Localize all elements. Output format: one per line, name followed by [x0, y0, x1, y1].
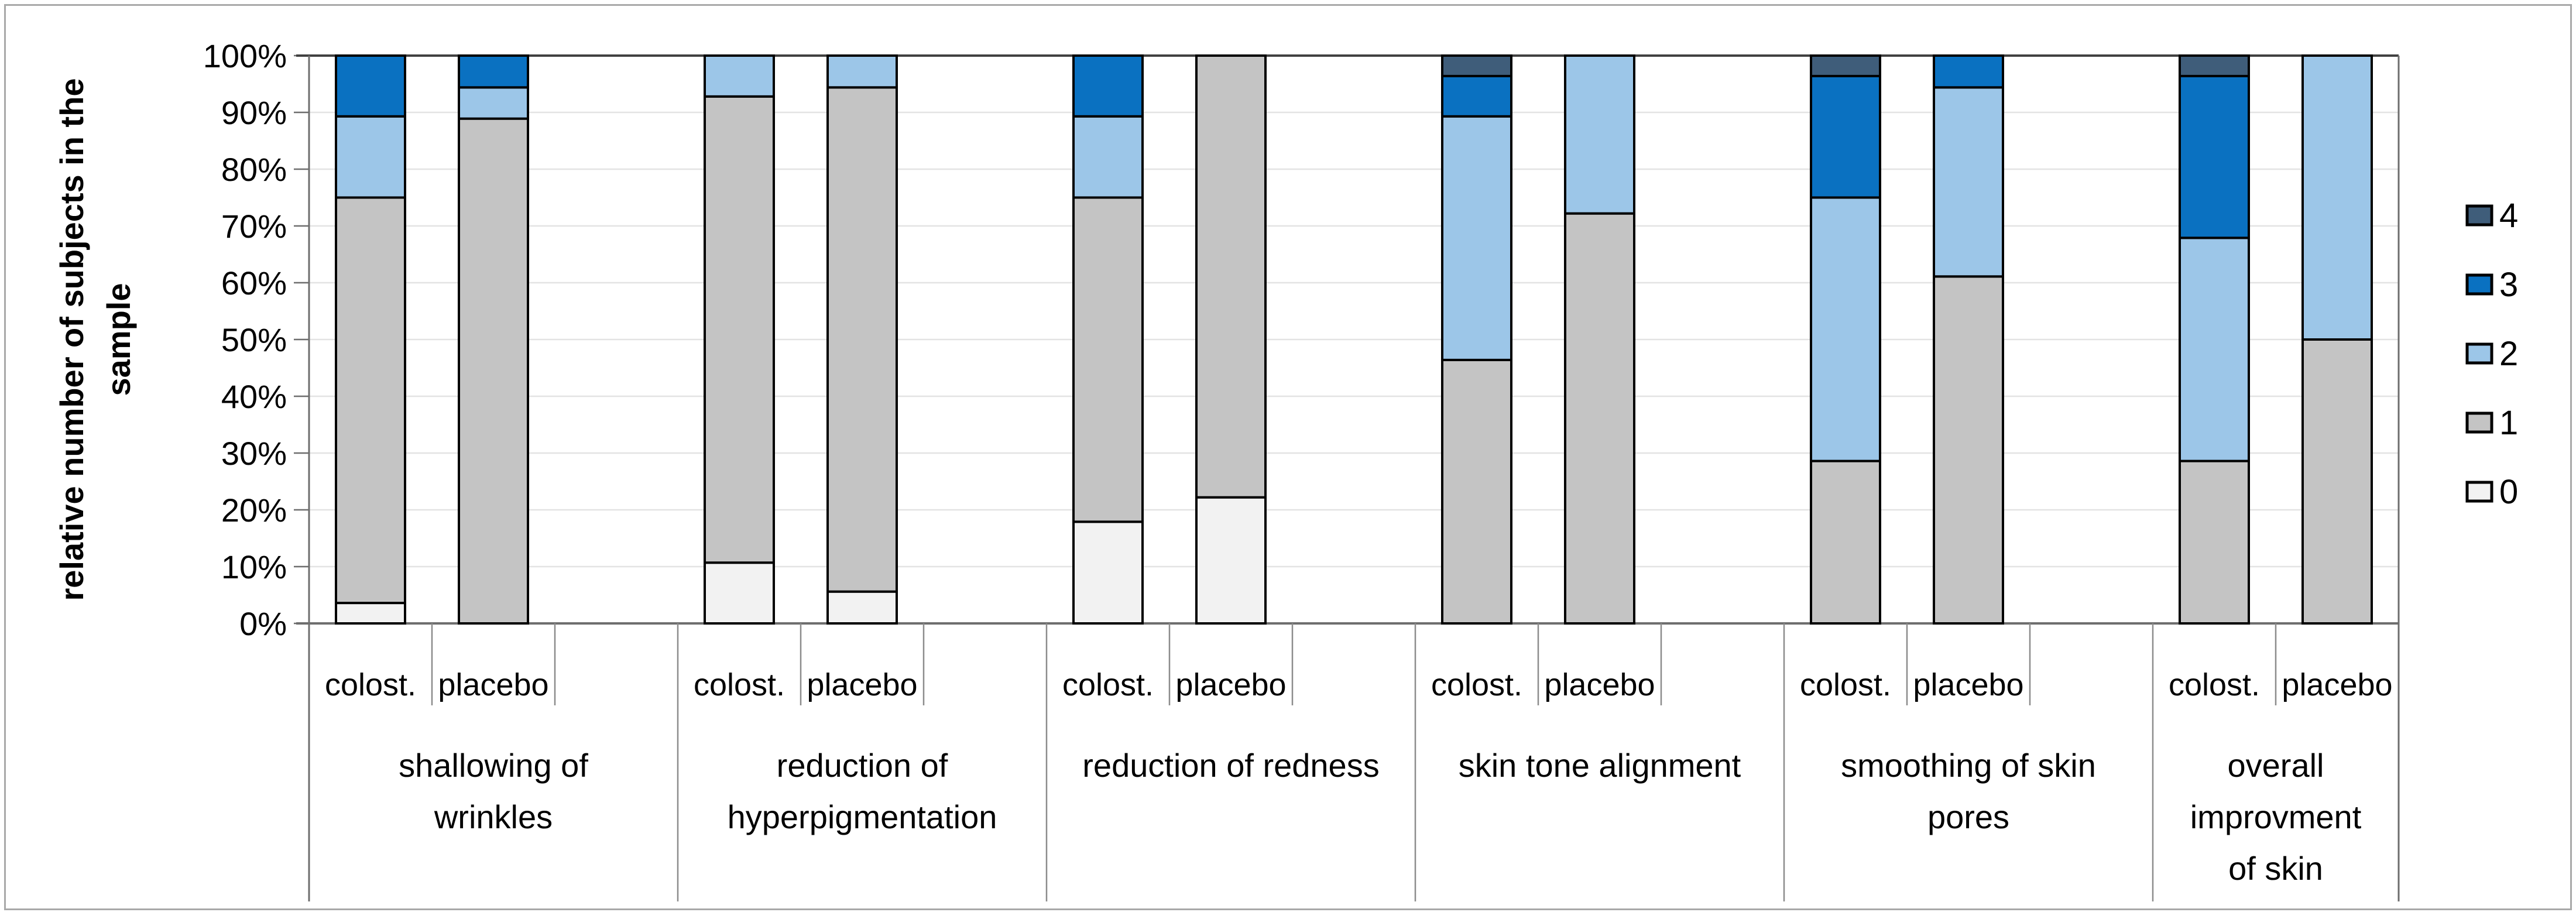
bar-segment-score-3	[1441, 74, 1512, 118]
y-tick-label: 10%	[221, 548, 287, 585]
legend-label: 2	[2499, 335, 2518, 373]
bar-segment-score-1	[1072, 196, 1144, 523]
legend-label: 4	[2499, 197, 2518, 235]
legend-label: 1	[2499, 404, 2518, 442]
category-label: colost.	[1431, 667, 1522, 702]
bar-segment-score-1	[1810, 460, 1881, 625]
figure-border	[4, 4, 2572, 910]
group-label: improvment	[2190, 798, 2362, 835]
category-label: placebo	[1544, 667, 1655, 702]
bar-segment-score-1	[2301, 338, 2373, 625]
category-label: colost.	[2169, 667, 2260, 702]
group-label: wrinkles	[434, 798, 553, 835]
group-label: smoothing of skin	[1841, 747, 2096, 784]
bar-segment-score-2	[826, 54, 898, 89]
y-tick-label: 100%	[203, 37, 287, 74]
y-tick-label: 80%	[221, 151, 287, 188]
category-label: colost.	[325, 667, 416, 702]
legend-swatch-4	[2465, 204, 2493, 227]
legend-swatch-2	[2465, 342, 2493, 365]
group-label: reduction of redness	[1082, 747, 1379, 784]
legend-label: 3	[2499, 266, 2518, 304]
y-tick-label: 30%	[221, 435, 287, 472]
bar-segment-score-1	[704, 95, 775, 564]
bar-segment-score-1	[335, 196, 406, 605]
legend-swatch-3	[2465, 273, 2493, 296]
category-label: placebo	[1913, 667, 2023, 702]
bar-segment-score-0	[826, 590, 898, 625]
bar-segment-score-4	[1441, 54, 1512, 77]
y-tick-label: 90%	[221, 94, 287, 131]
category-label: placebo	[1175, 667, 1286, 702]
legend-swatch-1	[2465, 412, 2493, 434]
bar-segment-score-2	[335, 115, 406, 199]
y-tick-label: 40%	[221, 378, 287, 415]
bar-segment-score-1	[1441, 358, 1512, 625]
bar-segment-score-1	[1195, 54, 1267, 499]
bar-segment-score-1	[1564, 212, 1635, 625]
group-label: hyperpigmentation	[728, 798, 997, 835]
category-label: colost.	[694, 667, 785, 702]
bar-segment-score-1	[458, 117, 529, 625]
bar-segment-score-0	[1072, 520, 1144, 625]
y-tick-label: 70%	[221, 208, 287, 245]
bar-segment-score-3	[1072, 54, 1144, 118]
legend-label: 0	[2499, 473, 2518, 511]
bar-segment-score-0	[1195, 496, 1267, 625]
y-tick-label: 50%	[221, 321, 287, 358]
bar-segment-score-4	[1810, 54, 1881, 77]
category-label: colost.	[1062, 667, 1154, 702]
y-tick-label: 0%	[239, 605, 287, 642]
category-label: placebo	[438, 667, 548, 702]
group-label: reduction of	[777, 747, 948, 784]
bar-segment-score-2	[2301, 54, 2373, 341]
group-label: shallowing of	[399, 747, 588, 784]
bar-segment-score-3	[2179, 74, 2250, 239]
category-label: colost.	[1800, 667, 1891, 702]
bar-segment-score-1	[826, 86, 898, 593]
bar-segment-score-3	[1933, 54, 2004, 89]
group-label: overall	[2228, 747, 2324, 784]
bar-segment-score-2	[1810, 196, 1881, 462]
y-axis-title: sample	[100, 283, 137, 396]
category-label: placebo	[2282, 667, 2392, 702]
bar-segment-score-2	[2179, 236, 2250, 462]
bar-segment-score-2	[1072, 115, 1144, 199]
bar-segment-score-3	[335, 54, 406, 118]
bar-segment-score-1	[1933, 275, 2004, 625]
group-label: pores	[1927, 798, 2009, 835]
bar-segment-score-4	[2179, 54, 2250, 77]
category-label: placebo	[807, 667, 917, 702]
bar-segment-score-2	[704, 54, 775, 98]
group-label: skin tone alignment	[1459, 747, 1741, 784]
bar-segment-score-0	[704, 561, 775, 625]
y-tick-label: 60%	[221, 265, 287, 301]
bar-segment-score-3	[458, 54, 529, 89]
legend-swatch-0	[2465, 481, 2493, 503]
bar-segment-score-0	[335, 602, 406, 625]
y-tick-label: 20%	[221, 492, 287, 529]
bar-segment-score-2	[1564, 54, 1635, 215]
bar-segment-score-1	[2179, 460, 2250, 625]
y-axis-title: relative number of subjects in the	[53, 78, 90, 601]
bar-segment-score-2	[1441, 115, 1512, 361]
bar-segment-score-2	[1933, 86, 2004, 278]
bar-segment-score-2	[458, 86, 529, 120]
bar-segment-score-3	[1810, 74, 1881, 199]
group-label: of skin	[2228, 850, 2323, 887]
